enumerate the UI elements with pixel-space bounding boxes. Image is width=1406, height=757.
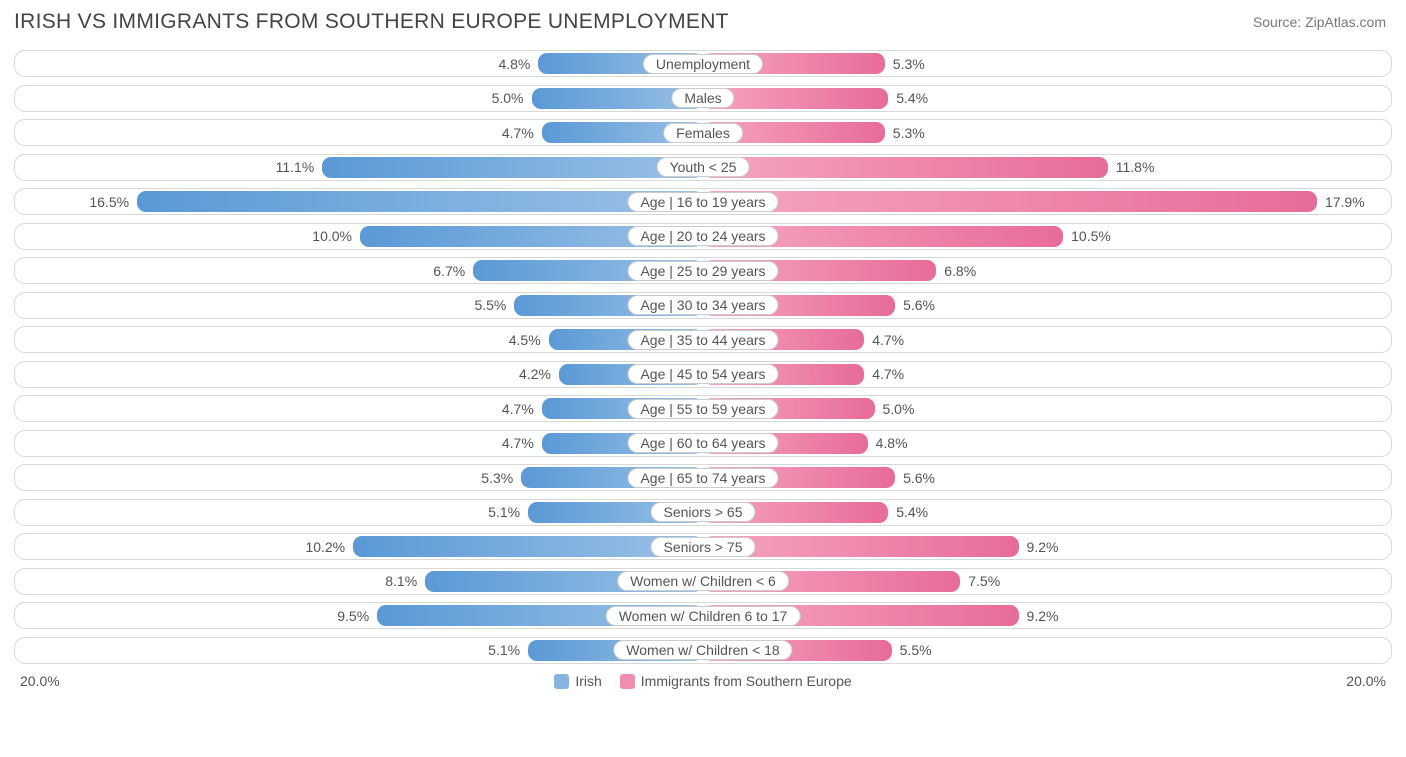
value-label-left: 5.0% xyxy=(492,90,524,106)
value-label-left: 5.1% xyxy=(488,504,520,520)
source-label: Source: ZipAtlas.com xyxy=(1253,14,1386,30)
value-label-left: 5.5% xyxy=(474,297,506,313)
bar-left: 11.1% xyxy=(322,157,703,178)
value-label-right: 5.6% xyxy=(903,470,935,486)
chart-row: 10.0% 10.5% Age | 20 to 24 years xyxy=(14,223,1392,250)
chart-row: 4.7% 5.3% Females xyxy=(14,119,1392,146)
chart-row: 6.7% 6.8% Age | 25 to 29 years xyxy=(14,257,1392,284)
value-label-left: 4.2% xyxy=(519,366,551,382)
value-label-right: 7.5% xyxy=(968,573,1000,589)
value-label-right: 9.2% xyxy=(1027,539,1059,555)
chart-row: 9.5% 9.2% Women w/ Children 6 to 17 xyxy=(14,602,1392,629)
value-label-left: 9.5% xyxy=(337,608,369,624)
chart-row: 4.5% 4.7% Age | 35 to 44 years xyxy=(14,326,1392,353)
legend: Irish Immigrants from Southern Europe xyxy=(554,673,851,689)
value-label-left: 16.5% xyxy=(89,194,129,210)
value-label-left: 6.7% xyxy=(433,263,465,279)
value-label-right: 4.8% xyxy=(876,435,908,451)
chart-row: 5.3% 5.6% Age | 65 to 74 years xyxy=(14,464,1392,491)
value-label-right: 9.2% xyxy=(1027,608,1059,624)
bar-right: 11.8% xyxy=(703,157,1108,178)
legend-item-immigrants: Immigrants from Southern Europe xyxy=(620,673,852,689)
value-label-right: 5.3% xyxy=(893,125,925,141)
chart-footer: 20.0% Irish Immigrants from Southern Eur… xyxy=(0,671,1406,689)
category-label: Age | 45 to 54 years xyxy=(627,364,778,384)
bar-left: 16.5% xyxy=(137,191,703,212)
value-label-right: 5.3% xyxy=(893,56,925,72)
chart-row: 11.1%11.8%Youth < 25 xyxy=(14,154,1392,181)
legend-item-irish: Irish xyxy=(554,673,601,689)
category-label: Age | 20 to 24 years xyxy=(627,226,778,246)
value-label-right: 5.4% xyxy=(896,504,928,520)
category-label: Age | 30 to 34 years xyxy=(627,295,778,315)
value-label-right: 5.4% xyxy=(896,90,928,106)
chart-row: 5.0% 5.4% Males xyxy=(14,85,1392,112)
value-label-right: 6.8% xyxy=(944,263,976,279)
value-label-left: 11.1% xyxy=(276,159,315,175)
category-label: Seniors > 75 xyxy=(651,537,756,557)
axis-label-left: 20.0% xyxy=(20,673,60,689)
chart-row: 5.1% 5.4% Seniors > 65 xyxy=(14,499,1392,526)
value-label-left: 4.5% xyxy=(509,332,541,348)
value-label-right: 17.9% xyxy=(1325,194,1365,210)
value-label-left: 8.1% xyxy=(385,573,417,589)
category-label: Age | 65 to 74 years xyxy=(627,468,778,488)
value-label-left: 10.2% xyxy=(305,539,345,555)
legend-label-left: Irish xyxy=(575,673,601,689)
bar-right: 17.9% xyxy=(703,191,1317,212)
value-label-right: 10.5% xyxy=(1071,228,1111,244)
chart-row: 5.5% 5.6% Age | 30 to 34 years xyxy=(14,292,1392,319)
chart-row: 4.7% 5.0% Age | 55 to 59 years xyxy=(14,395,1392,422)
diverging-bar-chart: 4.8% 5.3% Unemployment 5.0% 5.4% Males 4.7% 5.3… xyxy=(0,42,1406,664)
value-label-left: 5.3% xyxy=(481,470,513,486)
value-label-left: 4.8% xyxy=(498,56,530,72)
axis-label-right: 20.0% xyxy=(1346,673,1386,689)
chart-title: IRISH VS IMMIGRANTS FROM SOUTHERN EUROPE… xyxy=(14,10,729,34)
value-label-right: 4.7% xyxy=(872,366,904,382)
category-label: Unemployment xyxy=(643,54,763,74)
category-label: Women w/ Children 6 to 17 xyxy=(606,606,801,626)
value-label-right: 5.0% xyxy=(883,401,915,417)
chart-row: 10.2% 9.2% Seniors > 75 xyxy=(14,533,1392,560)
category-label: Seniors > 65 xyxy=(651,502,756,522)
value-label-right: 5.5% xyxy=(900,642,932,658)
category-label: Women w/ Children < 6 xyxy=(617,571,789,591)
category-label: Males xyxy=(671,88,734,108)
chart-row: 4.7% 4.8% Age | 60 to 64 years xyxy=(14,430,1392,457)
category-label: Age | 35 to 44 years xyxy=(627,330,778,350)
category-label: Age | 55 to 59 years xyxy=(627,399,778,419)
category-label: Women w/ Children < 18 xyxy=(613,640,792,660)
value-label-right: 11.8% xyxy=(1116,159,1155,175)
value-label-right: 4.7% xyxy=(872,332,904,348)
category-label: Age | 25 to 29 years xyxy=(627,261,778,281)
chart-row: 8.1% 7.5% Women w/ Children < 6 xyxy=(14,568,1392,595)
chart-row: 5.1% 5.5% Women w/ Children < 18 xyxy=(14,637,1392,664)
category-label: Age | 16 to 19 years xyxy=(627,192,778,212)
value-label-right: 5.6% xyxy=(903,297,935,313)
chart-row: 4.8% 5.3% Unemployment xyxy=(14,50,1392,77)
chart-row: 16.5%17.9%Age | 16 to 19 years xyxy=(14,188,1392,215)
value-label-left: 5.1% xyxy=(488,642,520,658)
value-label-left: 4.7% xyxy=(502,435,534,451)
category-label: Age | 60 to 64 years xyxy=(627,433,778,453)
legend-swatch-blue xyxy=(554,674,569,689)
legend-label-right: Immigrants from Southern Europe xyxy=(641,673,852,689)
legend-swatch-pink xyxy=(620,674,635,689)
value-label-left: 4.7% xyxy=(502,401,534,417)
category-label: Females xyxy=(663,123,743,143)
value-label-left: 4.7% xyxy=(502,125,534,141)
value-label-left: 10.0% xyxy=(312,228,352,244)
chart-row: 4.2% 4.7% Age | 45 to 54 years xyxy=(14,361,1392,388)
header: IRISH VS IMMIGRANTS FROM SOUTHERN EUROPE… xyxy=(0,0,1406,42)
category-label: Youth < 25 xyxy=(657,157,750,177)
